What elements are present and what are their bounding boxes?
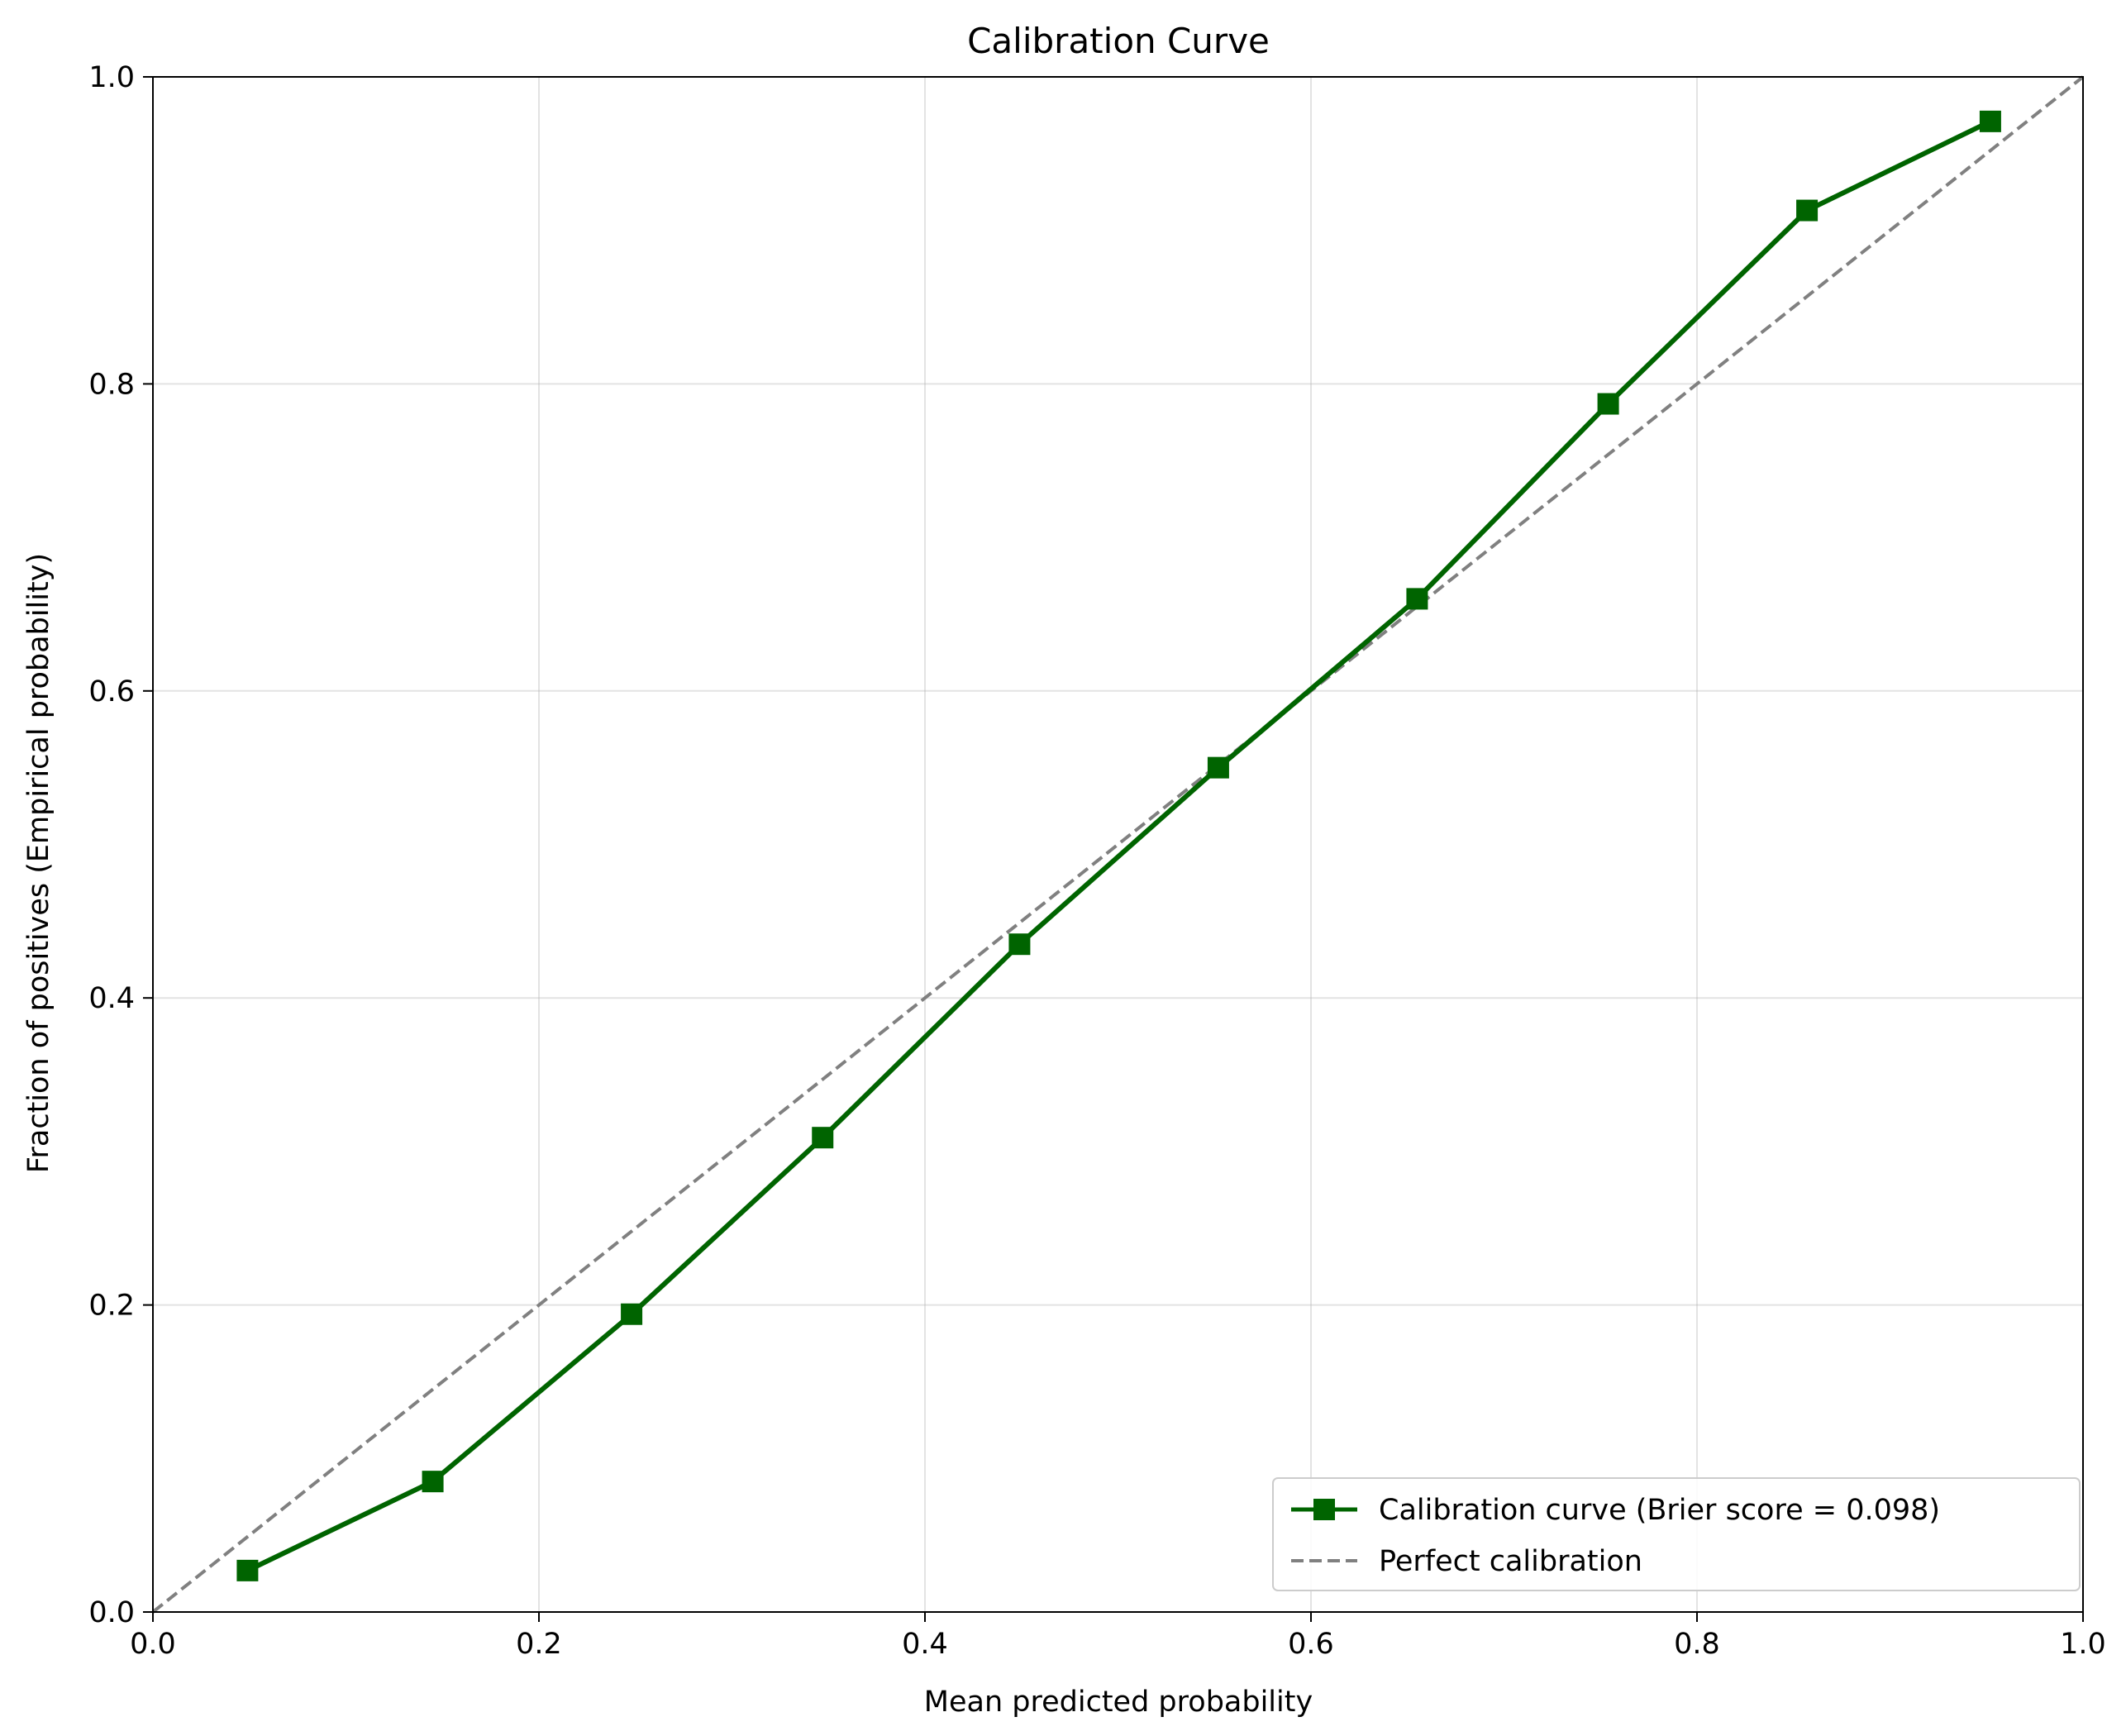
x-tick-label: 0.2	[516, 1628, 562, 1661]
y-tick-label: 0.6	[88, 675, 135, 708]
calibration-point	[236, 1559, 259, 1581]
calibration-point	[1979, 110, 2001, 132]
series-line-perfect-calibration	[151, 75, 2085, 1614]
legend-label-perfect-calibration: Perfect calibration	[1379, 1545, 1642, 1578]
legend-box	[1272, 1477, 2081, 1591]
x-tick-label: 0.4	[902, 1628, 948, 1661]
y-tick-label: 0.2	[88, 1290, 135, 1323]
axes-frame	[152, 76, 2084, 1613]
x-axis-label: Mean predicted probability	[924, 1686, 1313, 1719]
x-tick-label: 1.0	[2060, 1628, 2106, 1661]
y-tick-label: 0.4	[88, 982, 135, 1015]
calibration-point	[1597, 393, 1619, 415]
chart-title: Calibration Curve	[967, 21, 1270, 61]
y-tick-label: 0.8	[88, 368, 135, 401]
calibration-point	[1796, 199, 1819, 222]
y-tick-label: 1.0	[88, 61, 135, 94]
calibration-point	[1406, 588, 1428, 610]
x-tick-label: 0.8	[1674, 1628, 1720, 1661]
plot-series	[151, 75, 2085, 1614]
axis-ticks: 0.0 0.2 0.4 0.6 0.8 1.0 0.0 0.2 0.4 0.6 0.8 1.0	[88, 61, 2106, 1661]
y-axis-label: Fraction of positives (Empirical probabi…	[22, 553, 55, 1173]
calibration-point	[621, 1303, 643, 1325]
calibration-point	[812, 1127, 834, 1149]
calibration-point	[1207, 756, 1229, 779]
x-tick-label: 0.6	[1288, 1628, 1334, 1661]
series-line-calibration-curve	[246, 119, 1992, 1573]
calibration-point	[1008, 933, 1031, 956]
y-tick-label: 0.0	[88, 1596, 135, 1629]
legend-label-calibration-curve: Calibration curve (Brier score = 0.098)	[1379, 1494, 1940, 1527]
legend: Calibration curve (Brier score = 0.098) …	[1272, 1477, 2081, 1591]
calibration-point	[422, 1471, 444, 1493]
legend-swatch-calibration-marker	[1313, 1499, 1335, 1520]
x-tick-label: 0.0	[130, 1628, 176, 1661]
